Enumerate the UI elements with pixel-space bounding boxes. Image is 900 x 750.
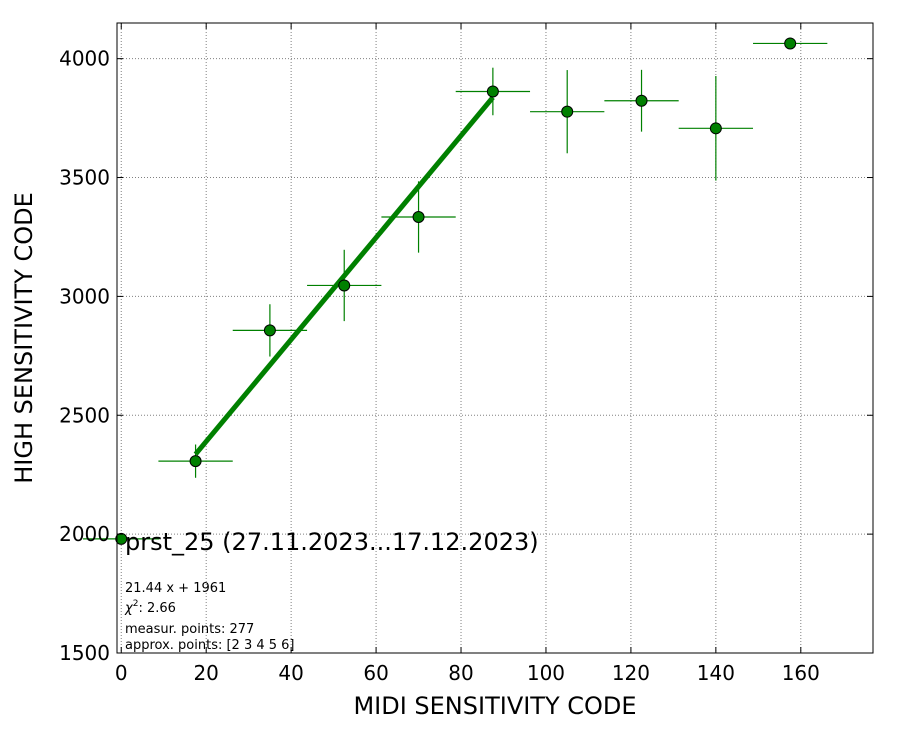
y-tick-labels: 1500 2000 2500 3000 3500 4000 <box>59 47 110 665</box>
legend-chi2-symbol: χ <box>124 601 134 616</box>
axis-ticks <box>117 23 873 654</box>
data-point <box>784 37 797 50</box>
y-tick-label: 4000 <box>59 47 110 71</box>
grid <box>117 23 873 654</box>
y-tick-label: 2500 <box>59 403 110 427</box>
y-tick-label: 3500 <box>59 166 110 190</box>
x-tick-label: 20 <box>193 661 218 685</box>
x-tick-label: 60 <box>363 661 388 685</box>
legend: prst_25 (27.11.2023...17.12.2023) 21.44 … <box>124 528 539 653</box>
data-point <box>263 324 276 337</box>
data-point <box>486 85 499 98</box>
x-tick-label: 120 <box>612 661 650 685</box>
x-axis-label: MIDI SENSITIVITY CODE <box>353 692 636 720</box>
legend-chi2: χ2: 2.66 <box>124 599 176 616</box>
y-tick-label: 3000 <box>59 284 110 308</box>
plot-frame <box>116 22 874 654</box>
x-tick-label: 0 <box>115 661 128 685</box>
y-tick-label: 2000 <box>59 522 110 546</box>
legend-fit-equation: 21.44 x + 1961 <box>125 581 226 596</box>
legend-chi2-superscript: 2 <box>133 599 139 609</box>
legend-chi2-value: : 2.66 <box>138 601 175 616</box>
legend-approx-points: approx. points: [2 3 4 5 6] <box>125 638 295 653</box>
legend-title: prst_25 (27.11.2023...17.12.2023) <box>125 528 539 556</box>
data-point <box>561 105 574 118</box>
x-tick-label: 160 <box>782 661 820 685</box>
data-point <box>338 279 351 292</box>
data-points <box>115 37 797 545</box>
data-point <box>189 455 202 468</box>
x-tick-label: 40 <box>278 661 303 685</box>
x-tick-labels: 0 20 40 60 80 100 120 140 160 <box>115 661 820 685</box>
y-tick-label: 1500 <box>59 641 110 665</box>
y-axis-label: HIGH SENSITIVITY CODE <box>10 192 38 484</box>
x-tick-label: 140 <box>697 661 735 685</box>
legend-measured-points: measur. points: 277 <box>125 622 254 637</box>
data-point <box>412 210 425 223</box>
x-tick-label: 100 <box>527 661 565 685</box>
data-point <box>635 94 648 107</box>
data-point <box>709 122 722 135</box>
x-tick-label: 80 <box>448 661 473 685</box>
data-point <box>115 532 128 545</box>
